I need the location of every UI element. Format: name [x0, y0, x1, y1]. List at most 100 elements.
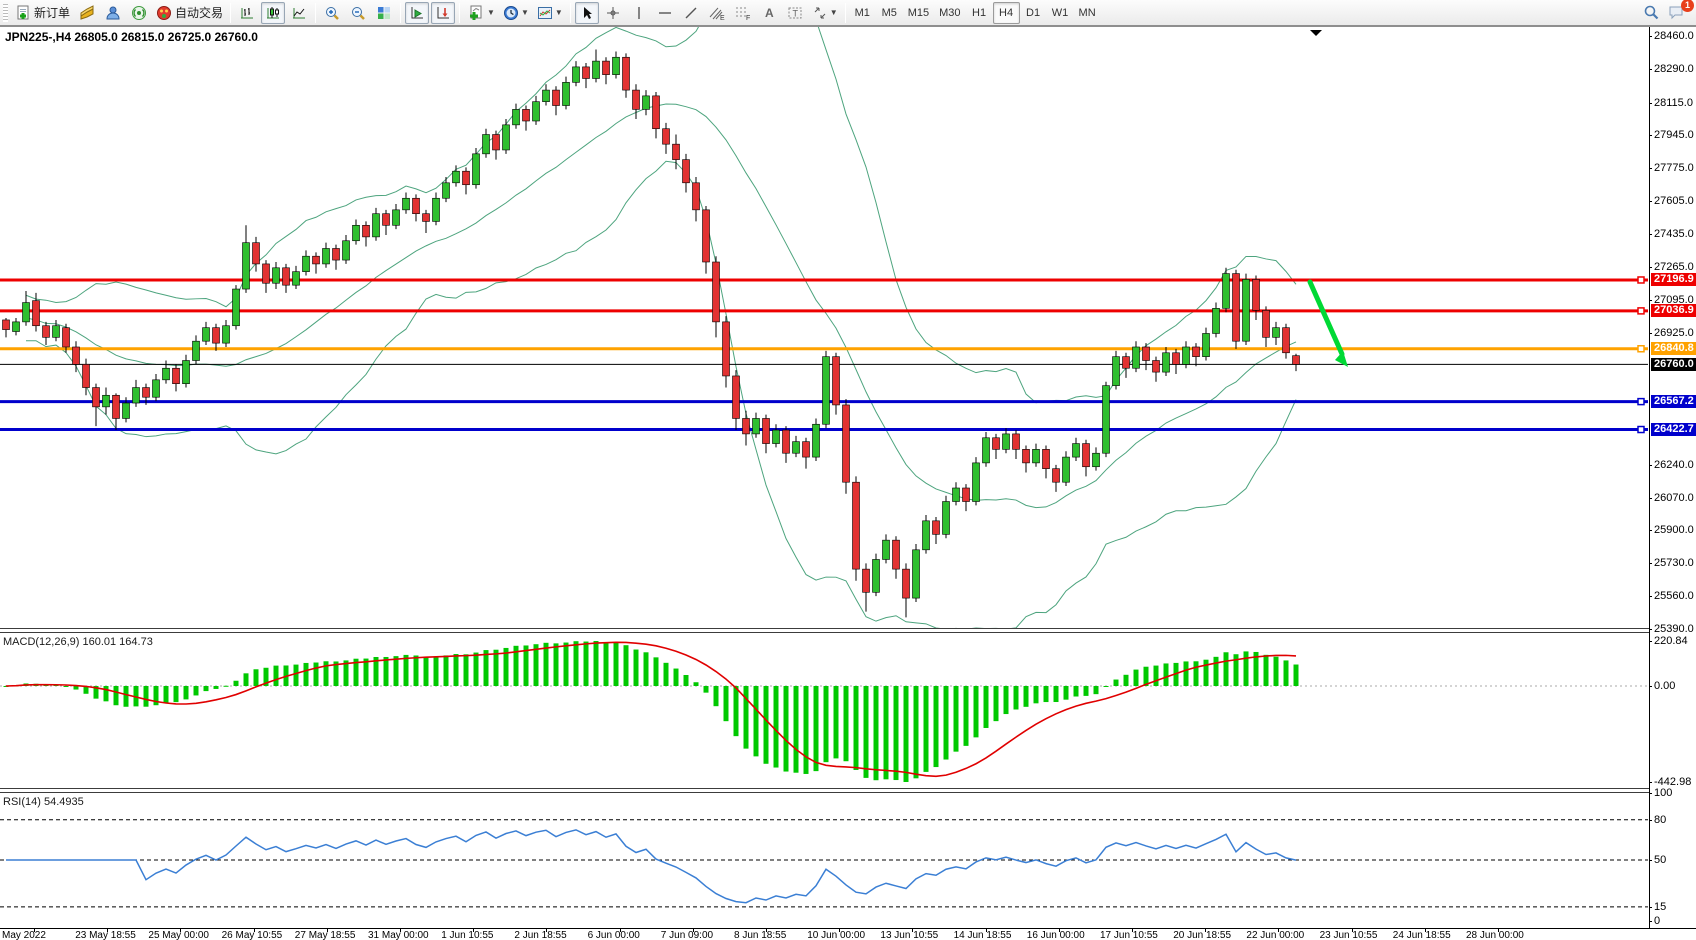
text-button[interactable]: A	[757, 2, 781, 24]
timeframe-m1[interactable]: M1	[854, 6, 870, 19]
macd-histogram	[3, 641, 1299, 782]
zoom-in-button[interactable]	[320, 2, 344, 24]
tile-windows-button[interactable]	[372, 2, 396, 24]
horizontal-line-button[interactable]	[653, 2, 677, 24]
notification-badge: 1	[1681, 0, 1694, 12]
price-tick-label: 0.00	[1648, 680, 1676, 692]
toolbar-separator	[400, 2, 402, 23]
time-tick-label: 10 Jun 00:00	[807, 930, 866, 940]
timeframe-m15[interactable]: M15	[907, 6, 930, 19]
cursor-icon	[583, 6, 592, 19]
horizontal-level-lines[interactable]	[0, 276, 1648, 434]
time-tick-label: 1 Jun 10:55	[441, 930, 494, 940]
timeframe-h1[interactable]: H1	[972, 6, 987, 19]
candlestick-chart[interactable]	[0, 27, 1650, 628]
time-tick	[253, 929, 255, 932]
candlestick-chart-icon	[267, 6, 280, 18]
level-price-label: 27196.9	[1651, 273, 1696, 287]
rsi-chart[interactable]	[0, 793, 1650, 928]
time-tick	[692, 929, 694, 932]
svg-text:E: E	[720, 15, 725, 21]
cursor-button[interactable]	[574, 1, 599, 24]
search-button[interactable]	[1639, 2, 1663, 24]
chevron-down-icon: ▼	[520, 8, 529, 17]
timeframe-m5[interactable]: M5	[881, 6, 897, 19]
templates-button[interactable]: ▼	[534, 2, 566, 24]
price-tick-label: 27095.0	[1649, 293, 1694, 306]
svg-text:T: T	[792, 8, 798, 18]
toolbar-separator	[459, 2, 461, 23]
crosshair-icon	[606, 6, 619, 19]
indicators-button[interactable]: ▼	[464, 2, 498, 24]
arrows-button[interactable]: ▼	[809, 2, 841, 24]
price-tick-label: 220.84	[1649, 635, 1688, 647]
trendline-icon	[685, 7, 697, 18]
price-tick-label: 25390.0	[1649, 623, 1694, 635]
toolbar-grip[interactable]	[3, 3, 8, 22]
timeframe-w1[interactable]: W1	[1051, 6, 1069, 19]
time-tick	[1424, 929, 1426, 932]
time-tick	[1351, 929, 1353, 932]
text-label-button[interactable]: T	[783, 2, 807, 24]
tile-windows-icon	[378, 6, 391, 19]
crosshair-button[interactable]	[601, 2, 625, 24]
periods-button[interactable]: ▼	[500, 2, 532, 24]
time-tick	[473, 929, 475, 932]
chart-shift-button[interactable]	[431, 1, 456, 24]
toolbar-separator	[230, 2, 232, 23]
time-axis[interactable]: May 2022 23 May 18:55 25 May 00:00 26 May 1…	[0, 928, 1696, 940]
toolbar-separator	[844, 2, 846, 23]
time-tick-label: 28 Jun 00:00	[1466, 930, 1524, 940]
bar-chart-button[interactable]	[235, 2, 259, 24]
line-chart-button[interactable]	[287, 2, 311, 24]
time-tick	[619, 929, 621, 932]
toolbar: 新订单 自动交易	[0, 0, 1696, 27]
autotrading-button[interactable]: 自动交易	[153, 2, 226, 24]
trend-arrow-annotation[interactable]	[1307, 279, 1348, 367]
line-chart-icon	[293, 7, 306, 18]
horizontal-line-icon	[658, 11, 671, 14]
price-tick-label: 26070.0	[1649, 491, 1694, 504]
navigator-icon	[106, 6, 120, 19]
time-tick	[107, 929, 109, 932]
price-tick-label: 25560.0	[1649, 590, 1694, 603]
time-tick-label: 17 Jun 10:55	[1100, 930, 1158, 940]
fibonacci-button[interactable]: F	[731, 2, 755, 24]
templates-icon	[537, 6, 552, 19]
text-icon: A	[765, 6, 774, 20]
timeframe-d1[interactable]: D1	[1026, 6, 1041, 19]
main-price-pane[interactable]: JPN225-,H4 26805.0 26815.0 26725.0 26760…	[0, 27, 1650, 628]
market-watch-button[interactable]	[75, 2, 99, 24]
signals-button[interactable]	[127, 2, 151, 24]
price-tick-label: 27945.0	[1649, 129, 1694, 142]
price-axis[interactable]: 28460.0 28290.0 28115.0 27945.0 27775.0 27605…	[1648, 27, 1696, 928]
time-tick-label: 25 May 00:00	[148, 930, 209, 940]
pane-separator[interactable]	[0, 628, 1696, 633]
price-tick-label: -442.98	[1648, 776, 1692, 788]
macd-signal-line	[5, 641, 1297, 778]
auto-scroll-button[interactable]	[405, 1, 430, 24]
navigator-button[interactable]	[101, 2, 125, 24]
new-order-button[interactable]: 新订单	[12, 2, 73, 24]
vertical-line-button[interactable]	[627, 2, 651, 24]
time-tick	[1278, 929, 1280, 932]
macd-pane[interactable]: MACD(12,26,9) 160.01 164.73	[0, 633, 1650, 788]
timeframe-m30[interactable]: M30	[939, 6, 961, 19]
channel-button[interactable]: E	[705, 2, 729, 24]
macd-chart[interactable]	[0, 633, 1650, 788]
pane-separator[interactable]	[0, 788, 1696, 793]
timeframe-h4[interactable]: H4	[992, 1, 1020, 24]
rsi-pane[interactable]: RSI(14) 54.4935	[0, 793, 1650, 928]
zoom-in-icon	[326, 6, 339, 20]
notifications-button[interactable]: 1	[1665, 0, 1694, 24]
zoom-out-button[interactable]	[346, 2, 370, 24]
trendline-button[interactable]	[679, 2, 703, 24]
fibonacci-icon: F	[735, 7, 750, 21]
candlestick-chart-button[interactable]	[261, 1, 286, 24]
zoom-out-icon	[352, 6, 365, 20]
timeframe-mn[interactable]: MN	[1078, 6, 1096, 19]
indicators-icon	[470, 5, 482, 20]
new-order-icon	[17, 5, 29, 19]
time-tick-label: 26 May 10:55	[221, 930, 283, 940]
level-price-label: 26567.2	[1651, 395, 1696, 409]
